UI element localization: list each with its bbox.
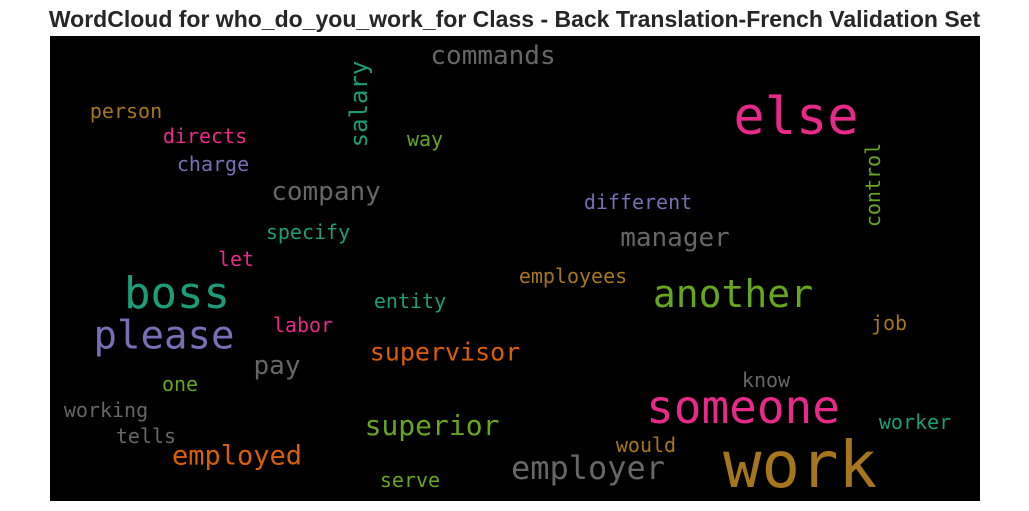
word-entity: entity: [373, 289, 447, 313]
word-different: different: [583, 190, 693, 214]
word-job: job: [870, 311, 908, 335]
word-serve: serve: [379, 468, 441, 492]
word-salary: salary: [345, 60, 373, 148]
word-another: another: [652, 272, 814, 316]
word-employees: employees: [518, 264, 628, 288]
word-control: control: [861, 142, 885, 228]
word-labor: labor: [272, 313, 334, 337]
word-worker: worker: [878, 410, 952, 434]
word-specify: specify: [265, 220, 351, 244]
word-superior: superior: [364, 409, 500, 442]
word-charge: charge: [176, 152, 250, 176]
word-work: work: [722, 429, 878, 501]
word-someone: someone: [646, 380, 840, 434]
word-supervisor: supervisor: [369, 337, 521, 367]
word-directs: directs: [162, 124, 248, 148]
word-pay: pay: [253, 351, 301, 381]
chart-title: WordCloud for who_do_you_work_for Class …: [48, 6, 981, 32]
word-one: one: [161, 372, 199, 396]
word-way: way: [406, 127, 444, 151]
word-would: would: [615, 433, 677, 457]
word-else: else: [733, 87, 859, 147]
word-employer: employer: [510, 449, 666, 487]
word-working: working: [63, 398, 149, 422]
word-employed: employed: [171, 440, 303, 472]
word-please: please: [93, 313, 235, 359]
word-tells: tells: [115, 424, 177, 448]
word-commands: commands: [430, 41, 556, 71]
word-boss: boss: [124, 268, 230, 319]
word-let: let: [217, 247, 255, 271]
word-person: person: [89, 99, 163, 123]
word-manager: manager: [620, 223, 730, 253]
word-cloud-canvas: work someone else boss please another employer…: [50, 36, 980, 501]
word-company: company: [271, 177, 381, 207]
word-know: know: [741, 368, 791, 392]
